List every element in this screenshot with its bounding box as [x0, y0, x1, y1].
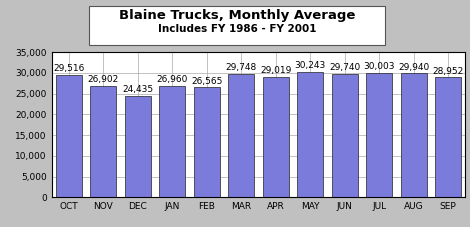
- Text: 30,243: 30,243: [295, 61, 326, 70]
- Bar: [91, 86, 117, 197]
- Bar: [159, 86, 185, 197]
- Text: Blaine Trucks, Monthly Average: Blaine Trucks, Monthly Average: [119, 9, 355, 22]
- Bar: [125, 96, 151, 197]
- Bar: [366, 73, 392, 197]
- Text: 29,940: 29,940: [398, 63, 429, 72]
- Text: 26,902: 26,902: [88, 75, 119, 84]
- Text: 29,019: 29,019: [260, 66, 291, 75]
- Text: 28,952: 28,952: [432, 67, 464, 76]
- Text: 29,748: 29,748: [226, 63, 257, 72]
- Bar: [297, 72, 323, 197]
- Bar: [263, 77, 289, 197]
- Bar: [332, 74, 358, 197]
- Bar: [435, 77, 461, 197]
- Text: Includes FY 1986 - FY 2001: Includes FY 1986 - FY 2001: [158, 24, 317, 34]
- Bar: [56, 75, 82, 197]
- Text: 26,565: 26,565: [191, 76, 222, 86]
- Bar: [194, 87, 219, 197]
- Text: 29,740: 29,740: [329, 63, 360, 72]
- Text: 30,003: 30,003: [363, 62, 395, 71]
- Text: 26,960: 26,960: [157, 75, 188, 84]
- Bar: [400, 73, 427, 197]
- Text: 24,435: 24,435: [122, 85, 153, 94]
- Bar: [228, 74, 254, 197]
- Text: 29,516: 29,516: [53, 64, 85, 73]
